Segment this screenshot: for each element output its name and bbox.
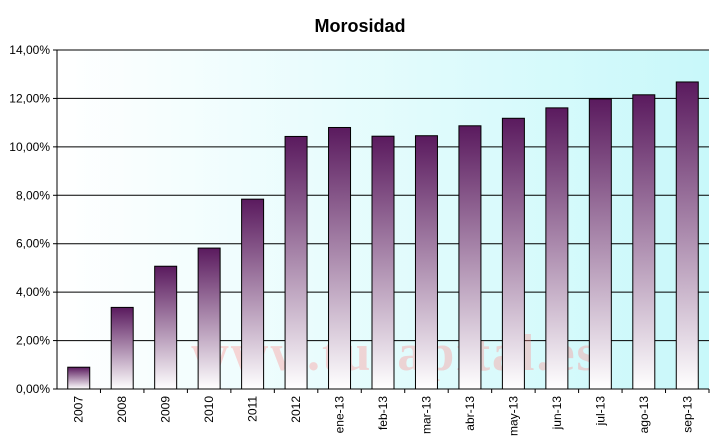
x-tick-label: 2011 [246, 396, 260, 422]
bar-2007 [67, 366, 91, 390]
bar-mar-13 [414, 135, 438, 390]
x-tick-label: abr-13 [463, 396, 477, 431]
x-tick-label: mar-13 [419, 396, 433, 434]
x-axis-labels: 2007 2008 2009 2010 2011 2012 ene-13 feb-13 mar-… [72, 389, 710, 436]
x-tick-label: feb-13 [376, 396, 390, 430]
bar-2011 [241, 198, 265, 390]
bar-2009 [154, 265, 178, 390]
y-tick-label: 8,00% [16, 188, 50, 202]
x-tick-label: 2012 [289, 396, 303, 423]
x-tick-label: sep-13 [680, 396, 694, 433]
bar-2012 [284, 135, 308, 390]
y-tick-label: 6,00% [16, 237, 50, 251]
bar-jun-13 [545, 107, 569, 390]
y-tick-label: 2,00% [16, 334, 50, 348]
x-tick-label: 2007 [72, 396, 86, 423]
bar-2008 [110, 306, 134, 390]
bar-2010 [197, 247, 221, 390]
bar-ene-13 [328, 126, 352, 390]
x-tick-label: ago-13 [637, 396, 651, 434]
x-tick-label: may-13 [506, 396, 520, 436]
bar-abr-13 [458, 125, 482, 390]
bar-feb-13 [371, 135, 395, 390]
bar-ago-13 [632, 94, 656, 390]
y-tick-label: 0,00% [16, 382, 50, 396]
y-axis-labels: 0,00% 2,00% 4,00% 6,00% 8,00% 10,00% 12,00% 14,… [9, 43, 50, 396]
chart-title: Morosidad [314, 16, 405, 36]
x-tick-label: 2010 [202, 396, 216, 423]
x-tick-label: ene-13 [333, 396, 347, 434]
x-tick-label: 2008 [115, 396, 129, 423]
y-tick-label: 14,00% [9, 43, 50, 57]
y-tick-label: 4,00% [16, 285, 50, 299]
y-tick-label: 12,00% [9, 91, 50, 105]
y-tick-label: 10,00% [9, 140, 50, 154]
bar-may-13 [501, 117, 525, 390]
x-tick-label: jun-13 [550, 396, 564, 431]
bar-jul-13 [588, 98, 612, 390]
x-tick-label: 2009 [159, 396, 173, 423]
bar-sep-13 [675, 81, 699, 390]
x-tick-label: jul-13 [593, 396, 607, 427]
